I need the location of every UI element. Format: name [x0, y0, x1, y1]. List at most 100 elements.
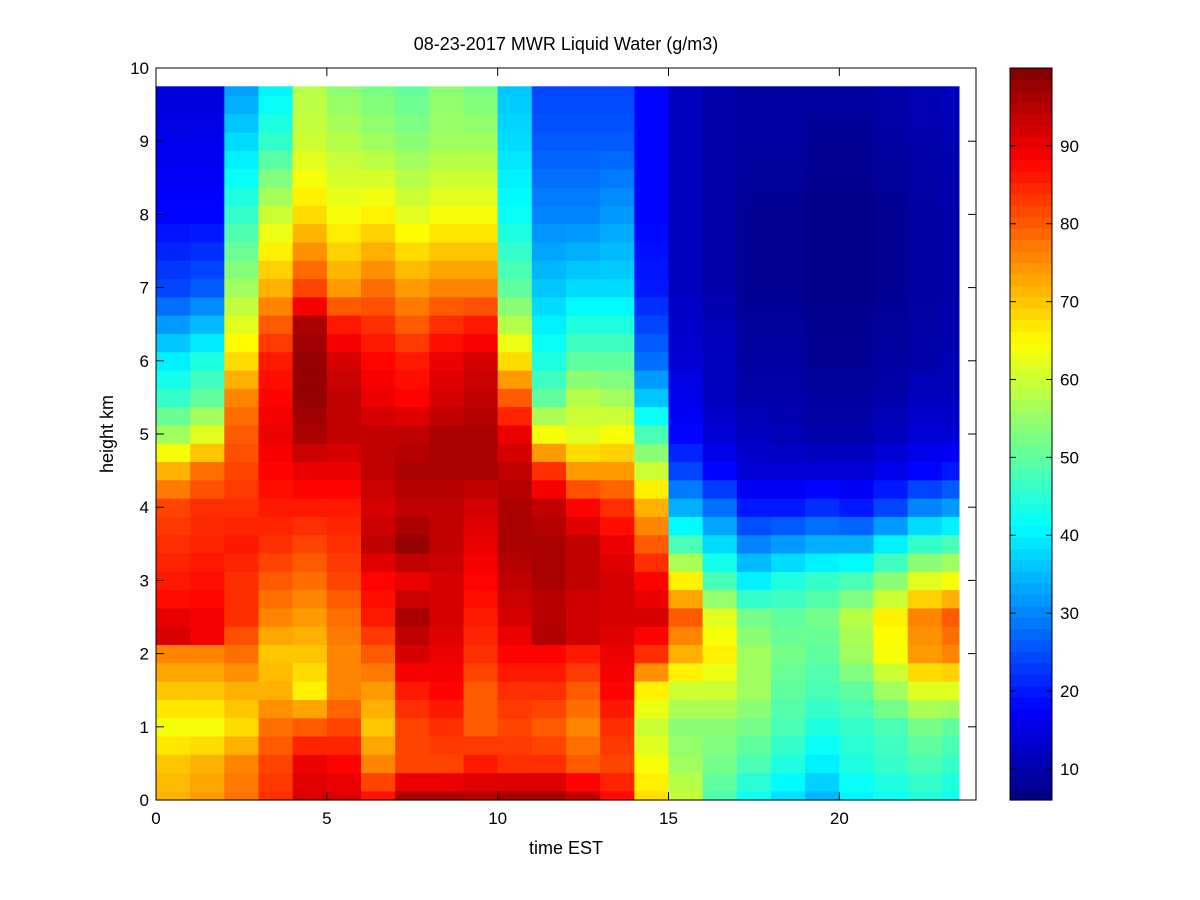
- colorbar-segment: [1010, 697, 1052, 710]
- heatmap-cell: [224, 186, 260, 206]
- heatmap-cell: [805, 552, 840, 572]
- heatmap-cell: [258, 260, 294, 280]
- heatmap-cell: [771, 296, 806, 316]
- heatmap-cell: [873, 534, 909, 554]
- heatmap-cell: [668, 241, 704, 261]
- colorbar-segment: [1010, 502, 1052, 515]
- heatmap-cell: [907, 95, 943, 115]
- heatmap-cell: [805, 205, 840, 225]
- heatmap-cell: [634, 223, 670, 243]
- colorbar-segment: [1010, 559, 1052, 572]
- heatmap-cell: [600, 205, 635, 225]
- heatmap-cell: [634, 790, 670, 801]
- colorbar-segment: [1010, 719, 1052, 732]
- heatmap-cell: [258, 186, 294, 206]
- colorbar-segment: [1010, 491, 1052, 504]
- heatmap-cell: [258, 717, 294, 737]
- heatmap-cell: [292, 443, 328, 463]
- heatmap-cell: [395, 644, 430, 664]
- heatmap-cell: [463, 626, 499, 646]
- heatmap-cell: [941, 479, 960, 499]
- heatmap-cell: [736, 662, 772, 682]
- heatmap-cell: [634, 406, 670, 426]
- heatmap-cell: [463, 607, 499, 627]
- heatmap-cell: [668, 296, 704, 316]
- heatmap-cell: [805, 443, 840, 463]
- heatmap-cell: [190, 607, 225, 627]
- heatmap-cell: [736, 113, 772, 133]
- heatmap-cell: [258, 790, 294, 801]
- heatmap-cell: [771, 406, 806, 426]
- colorbar-tick-label: 60: [1060, 370, 1079, 389]
- heatmap-cell: [634, 95, 670, 115]
- heatmap-cell: [839, 790, 875, 801]
- heatmap-cell: [771, 443, 806, 463]
- heatmap-cell: [771, 369, 806, 389]
- heatmap-cell: [668, 534, 704, 554]
- heatmap-cell: [224, 589, 260, 609]
- heatmap-cell: [702, 443, 738, 463]
- heatmap-cell: [395, 132, 430, 151]
- heatmap-cell: [326, 662, 362, 682]
- heatmap-cell: [600, 150, 635, 170]
- heatmap-cell: [224, 333, 260, 353]
- y-tick-label: 0: [140, 791, 149, 810]
- heatmap-cell: [600, 86, 635, 97]
- heatmap-cell: [326, 754, 362, 774]
- heatmap-cell: [771, 699, 806, 719]
- heatmap-cell: [190, 95, 225, 115]
- heatmap-cell: [429, 589, 465, 609]
- heatmap-cell: [566, 461, 601, 481]
- heatmap-cell: [463, 644, 499, 664]
- heatmap-cell: [497, 662, 533, 682]
- heatmap-cell: [805, 790, 840, 801]
- colorbar-segment: [1010, 525, 1052, 538]
- heatmap-cell: [361, 461, 396, 481]
- heatmap-cell: [668, 589, 704, 609]
- heatmap-cell: [395, 699, 430, 719]
- colorbar-segment: [1010, 731, 1052, 744]
- heatmap-cell: [771, 571, 806, 591]
- heatmap-cell: [497, 607, 533, 627]
- heatmap-cell: [361, 516, 396, 536]
- heatmap-cell: [907, 86, 943, 97]
- y-tick-label: 10: [130, 59, 149, 78]
- colorbar-tick-label: 30: [1060, 604, 1079, 623]
- heatmap-cell: [292, 644, 328, 664]
- heatmap-cell: [668, 132, 704, 151]
- heatmap-cell: [702, 296, 738, 316]
- heatmap-cell: [463, 205, 499, 225]
- heatmap-cell: [668, 424, 704, 444]
- heatmap-cell: [497, 186, 533, 206]
- heatmap-cell: [429, 443, 465, 463]
- heatmap-cell: [326, 498, 362, 517]
- heatmap-cell: [531, 790, 567, 801]
- heatmap-cell: [805, 186, 840, 206]
- heatmap-cell: [531, 168, 567, 188]
- heatmap-cell: [566, 552, 601, 572]
- heatmap-cell: [361, 150, 396, 170]
- heatmap-cell: [224, 260, 260, 280]
- heatmap-cell: [463, 479, 499, 499]
- heatmap-cell: [395, 790, 430, 801]
- heatmap-cell: [941, 205, 960, 225]
- heatmap-cell: [907, 662, 943, 682]
- heatmap-cell: [907, 278, 943, 298]
- heatmap-cell: [771, 168, 806, 188]
- heatmap-cell: [429, 790, 465, 801]
- heatmap-cell: [463, 132, 499, 151]
- heatmap-cell: [600, 516, 635, 536]
- heatmap-cell: [258, 681, 294, 700]
- heatmap-cell: [224, 223, 260, 243]
- heatmap-cell: [429, 498, 465, 517]
- heatmap-cell: [771, 626, 806, 646]
- heatmap-cell: [531, 461, 567, 481]
- colorbar-segment: [1010, 148, 1052, 161]
- y-tick-label: 7: [140, 279, 149, 298]
- heatmap-cell: [839, 754, 875, 774]
- heatmap-cell: [839, 662, 875, 682]
- heatmap-cell: [873, 443, 909, 463]
- heatmap-cell: [941, 772, 960, 792]
- heatmap-cell: [839, 351, 875, 371]
- heatmap-cell: [873, 717, 909, 737]
